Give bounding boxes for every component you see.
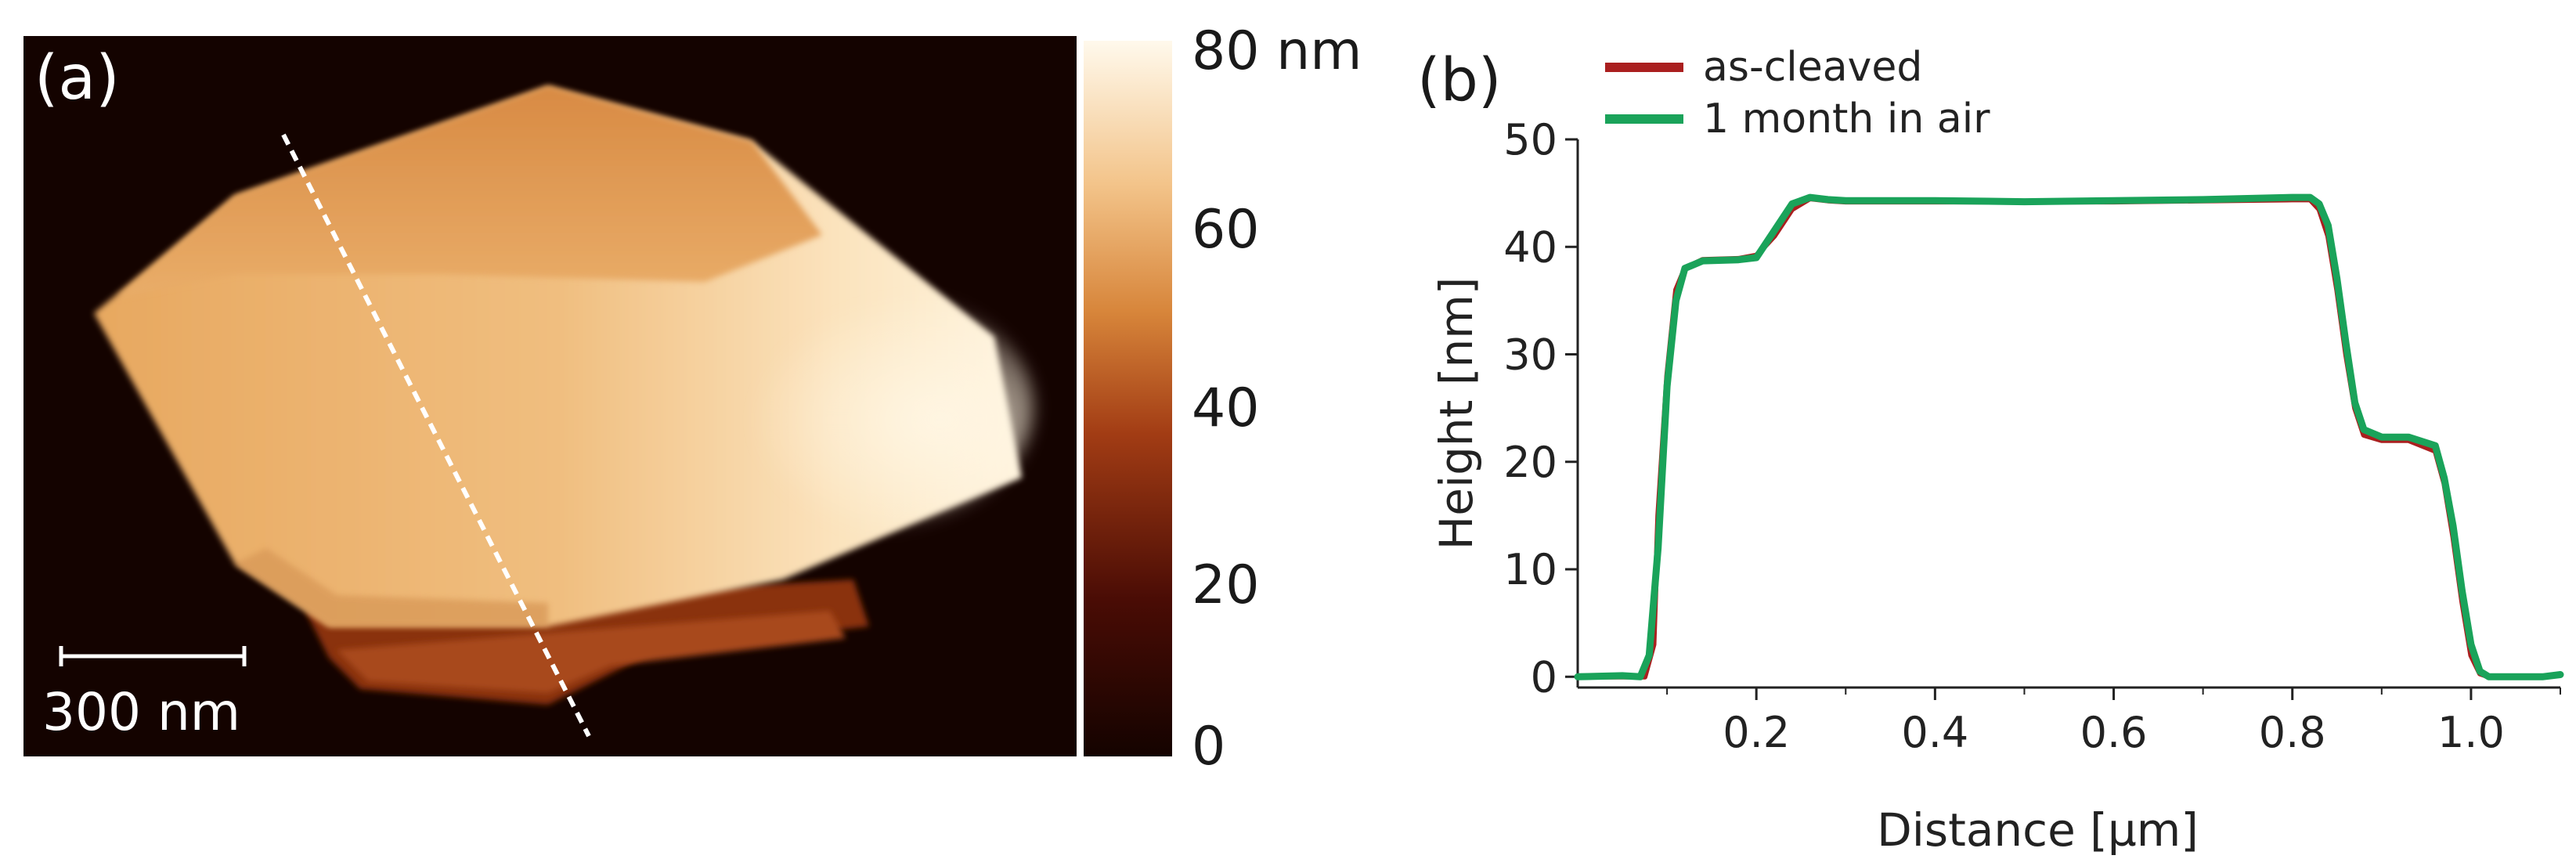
profile-line: [281, 133, 591, 738]
y-tick-label: 10: [1503, 545, 1557, 594]
y-tick-label: 40: [1503, 222, 1557, 272]
panel-b-label: (b): [1417, 45, 1502, 114]
colorbar-tick-label: 20: [1192, 554, 1260, 616]
colorbar-tick-label: 0: [1192, 716, 1225, 778]
legend-label: 1 month in air: [1703, 96, 1990, 143]
afm-bright-region: [658, 282, 1034, 532]
afm-lower-terrace-edge: [337, 611, 846, 693]
colorbar-tick-label: 40: [1192, 377, 1260, 439]
x-axis-label: Distance [µm]: [1877, 803, 2199, 857]
x-tick-label: 0.2: [1723, 708, 1790, 757]
y-tick-label: 50: [1503, 115, 1557, 164]
y-tick-label: 0: [1531, 652, 1557, 702]
x-tick-label: 1.0: [2437, 708, 2505, 757]
panel-b: (b) 0 10 20 30 40 50 0.2 0.4 0.6 0.8 1.0 Distance […: [1417, 44, 2564, 857]
colorbar-tick-label: 60: [1192, 199, 1260, 261]
afm-step-lower-left: [235, 548, 548, 626]
series-line-2: [1574, 193, 2564, 680]
y-axis-label: Height [nm]: [1430, 277, 1483, 550]
panel-a-label: (a): [34, 43, 120, 114]
x-tick-label: 0.4: [1901, 708, 1968, 757]
x-tick-label: 0.8: [2259, 708, 2326, 757]
y-tick-label: 20: [1503, 438, 1557, 487]
colorbar-tick-label: 80 nm: [1192, 20, 1362, 82]
scale-bar-label: 300 nm: [42, 682, 240, 742]
y-tick-label: 30: [1503, 330, 1557, 380]
x-tick-label: 0.6: [2080, 708, 2148, 757]
colorbar: [1084, 41, 1172, 756]
legend-label: as-cleaved: [1703, 44, 1922, 91]
afm-upper-terrace: [117, 86, 822, 298]
height-profile-chart: 0 10 20 30 40 50 0.2 0.4 0.6 0.8 1.0 Distance [µm] H…: [1430, 44, 2564, 857]
panel-a: 300 nm (a) 80 nm 60 40 20 0: [23, 20, 1362, 778]
